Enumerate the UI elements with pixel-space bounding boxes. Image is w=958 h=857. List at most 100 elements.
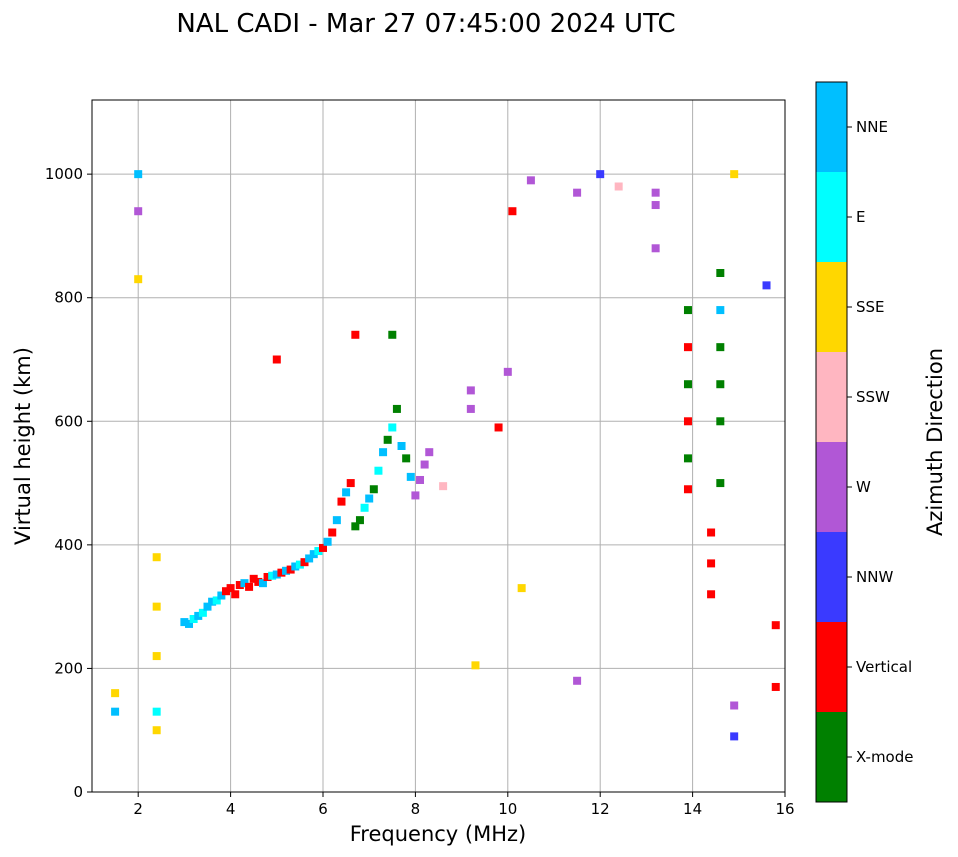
data-point xyxy=(402,454,411,463)
data-point xyxy=(683,380,692,389)
data-point xyxy=(189,615,198,623)
data-point xyxy=(466,404,475,413)
data-point xyxy=(716,306,725,315)
data-point xyxy=(351,522,360,531)
data-point xyxy=(351,330,360,339)
data-point xyxy=(134,170,143,179)
data-point xyxy=(517,584,526,593)
data-point xyxy=(707,528,716,537)
colorbar-label: Vertical xyxy=(856,658,912,676)
data-point xyxy=(683,485,692,494)
colorbar-swatch xyxy=(816,82,847,172)
data-point xyxy=(369,485,378,494)
data-point xyxy=(730,732,739,741)
data-point xyxy=(355,516,364,525)
x-axis: 2 4 6 8 10 12 14 16 xyxy=(133,792,795,818)
data-point xyxy=(411,491,420,500)
data-point xyxy=(707,590,716,599)
data-point xyxy=(508,207,517,216)
data-point xyxy=(651,244,660,253)
data-point xyxy=(771,621,780,630)
data-point xyxy=(286,565,295,574)
colorbar-label: E xyxy=(856,208,865,226)
data-point xyxy=(295,560,304,569)
colorbar-label: X-mode xyxy=(856,748,913,766)
azimuth-colorbar: X-mode Vertical NNW W SSW SSE E NNE xyxy=(815,81,913,803)
data-point xyxy=(231,590,240,599)
data-point xyxy=(716,479,725,488)
x-tick-label: 4 xyxy=(226,800,236,818)
data-point xyxy=(198,608,207,617)
data-point xyxy=(388,423,397,432)
data-point xyxy=(420,460,429,469)
x-tick-label: 16 xyxy=(775,800,794,818)
data-point xyxy=(291,562,300,571)
y-tick-label: 600 xyxy=(54,412,83,430)
grid xyxy=(92,100,785,792)
data-point xyxy=(716,380,725,389)
data-point xyxy=(494,423,503,432)
data-point xyxy=(282,566,291,575)
data-point xyxy=(683,417,692,426)
data-point xyxy=(388,330,397,339)
y-tick-label: 400 xyxy=(54,536,83,554)
data-point xyxy=(319,543,327,552)
data-point xyxy=(651,188,660,197)
data-point xyxy=(134,207,143,216)
plot-frame xyxy=(91,99,786,793)
data-point xyxy=(573,676,582,685)
colorbar-label: NNW xyxy=(856,568,893,586)
data-point xyxy=(194,611,203,620)
data-point xyxy=(203,602,212,611)
data-point xyxy=(272,355,281,364)
data-point xyxy=(226,584,235,593)
y-tick-label: 200 xyxy=(54,659,83,677)
data-point xyxy=(328,528,337,537)
data-point xyxy=(212,596,221,605)
data-point xyxy=(365,494,374,503)
data-point xyxy=(379,448,388,457)
data-point xyxy=(152,707,161,716)
data-point xyxy=(268,571,277,580)
x-tick-label: 2 xyxy=(133,800,143,818)
data-point xyxy=(503,367,512,376)
data-point xyxy=(300,558,309,567)
data-point xyxy=(360,503,369,512)
data-point xyxy=(707,559,716,568)
data-point xyxy=(323,537,332,546)
chart-title: NAL CADI - Mar 27 07:45:00 2024 UTC xyxy=(176,9,675,39)
data-point xyxy=(235,581,244,590)
data-point xyxy=(762,281,771,290)
colorbar-swatch xyxy=(816,352,847,442)
colorbar-label: NNE xyxy=(856,118,888,136)
data-point xyxy=(526,176,535,185)
data-point xyxy=(471,661,480,670)
data-point xyxy=(439,482,448,491)
y-axis-label: Virtual height (km) xyxy=(11,347,35,545)
data-point xyxy=(152,726,161,735)
y-tick-label: 1000 xyxy=(45,165,83,183)
data-point xyxy=(245,582,254,591)
data-point xyxy=(596,170,605,179)
y-tick-label: 0 xyxy=(73,783,83,801)
data-point xyxy=(332,516,341,525)
data-point xyxy=(240,579,249,588)
colorbar-swatch xyxy=(816,712,847,802)
data-point xyxy=(716,269,725,277)
x-tick-label: 12 xyxy=(591,800,610,818)
colorbar-label: SSE xyxy=(856,298,885,316)
y-tick-label: 800 xyxy=(54,289,83,307)
data-point xyxy=(180,618,189,627)
colorbar-swatch xyxy=(816,442,847,532)
data-point xyxy=(730,701,739,710)
data-point xyxy=(152,602,161,611)
data-point xyxy=(254,577,263,586)
data-point xyxy=(314,547,323,556)
data-point xyxy=(651,201,660,210)
data-point xyxy=(406,472,415,481)
data-point xyxy=(716,343,725,352)
data-point xyxy=(134,275,143,284)
colorbar-label: SSW xyxy=(856,388,890,406)
x-tick-label: 6 xyxy=(318,800,328,818)
